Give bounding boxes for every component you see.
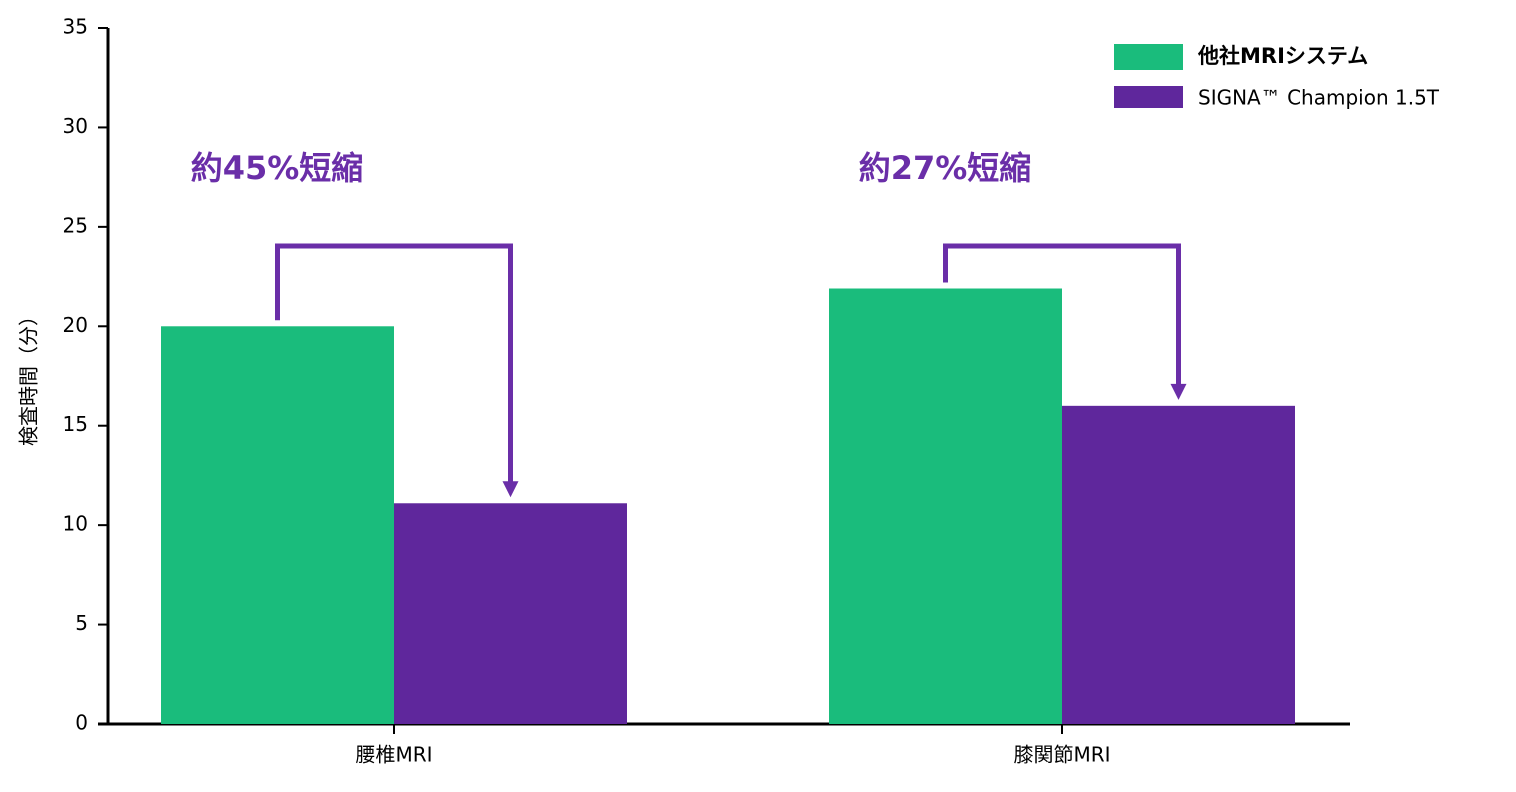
bar xyxy=(1062,405,1295,724)
y-tick-label: 35 xyxy=(63,15,88,39)
bracket xyxy=(275,243,513,486)
annotation: 約27%短縮 xyxy=(859,149,1032,187)
y-tick-label: 0 xyxy=(75,711,88,735)
legend-swatch xyxy=(1114,86,1183,108)
legend-swatch xyxy=(1114,44,1183,70)
bracket xyxy=(943,243,1181,388)
legend-label: 他社MRIシステム xyxy=(1197,44,1368,68)
y-tick-label: 25 xyxy=(63,213,88,237)
y-tick-label: 5 xyxy=(75,611,88,635)
y-tick-label: 10 xyxy=(63,512,88,536)
y-axis-label: 検査時間（分） xyxy=(17,306,41,446)
y-tick-label: 30 xyxy=(63,114,88,138)
arrow-head xyxy=(502,481,519,498)
y-tick-label: 20 xyxy=(63,313,88,337)
bar xyxy=(394,503,627,724)
arrow-head xyxy=(1170,383,1187,400)
x-tick-label: 腰椎MRI xyxy=(355,743,432,767)
annotation: 約45%短縮 xyxy=(191,149,364,187)
legend-label: SIGNA™ Champion 1.5T xyxy=(1198,86,1440,110)
y-tick-label: 15 xyxy=(63,412,88,436)
x-tick-label: 膝関節MRI xyxy=(1013,743,1110,767)
bar xyxy=(829,288,1062,724)
bar xyxy=(161,326,394,724)
